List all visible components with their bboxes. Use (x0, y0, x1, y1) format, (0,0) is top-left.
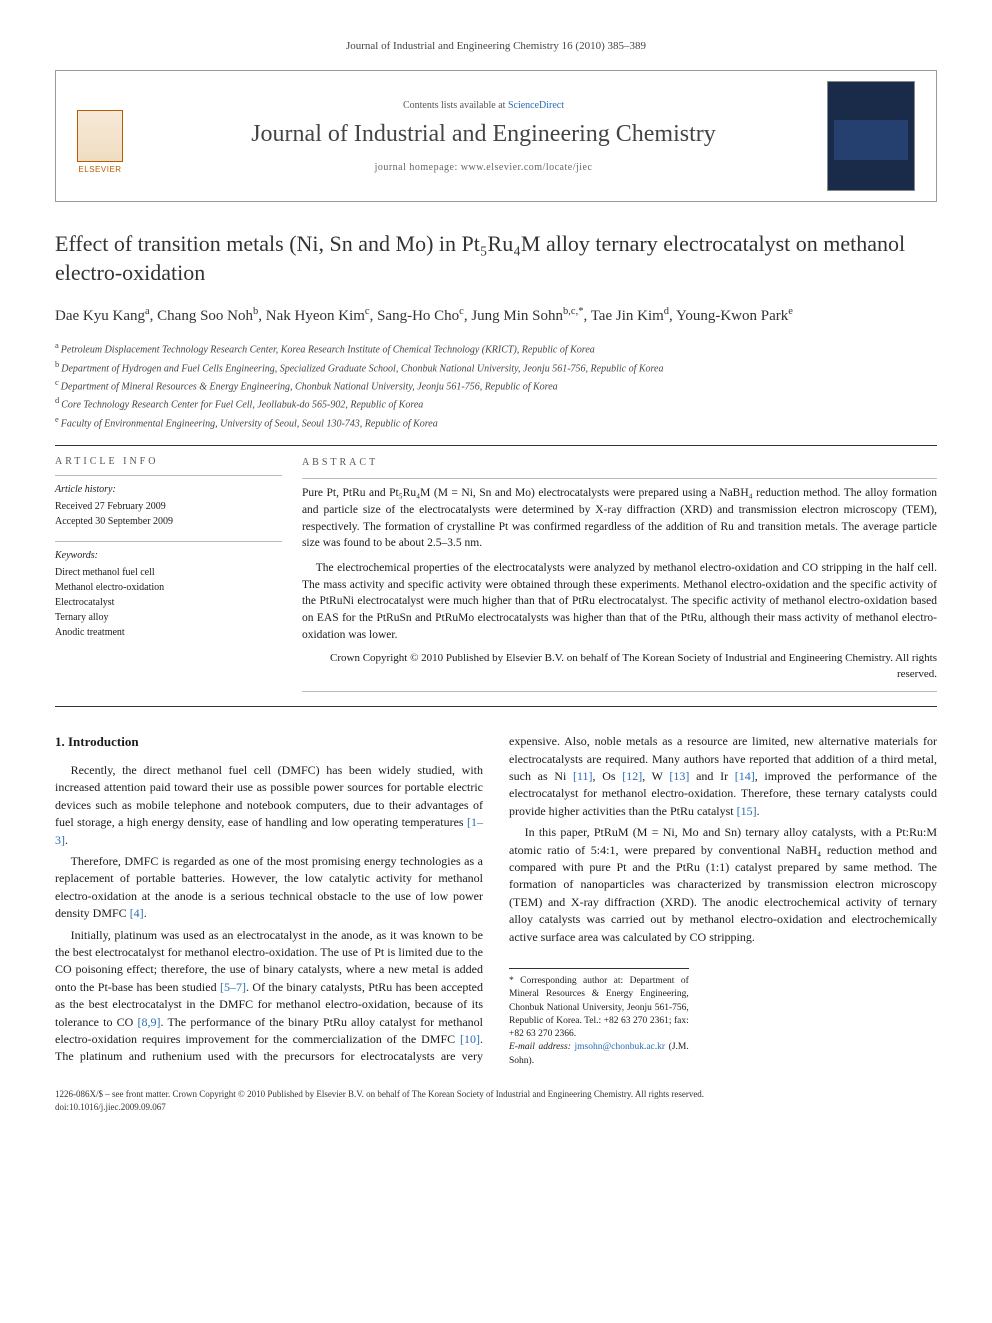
citation-link[interactable]: [5–7] (220, 980, 246, 994)
publisher-logo-block: ELSEVIER (70, 99, 140, 174)
abstract-head: ABSTRACT (302, 450, 937, 471)
footer-doi: doi:10.1016/j.jiec.2009.09.067 (55, 1101, 937, 1114)
footer-copyright: 1226-086X/$ – see front matter. Crown Co… (55, 1088, 937, 1101)
keyword: Methanol electro-oxidation (55, 580, 282, 595)
citation-link[interactable]: [15] (737, 804, 757, 818)
author: Chang Soo Nohb (157, 308, 258, 324)
author: Sang-Ho Choc (377, 308, 464, 324)
body-text: and Ir (689, 769, 734, 783)
citation-link[interactable]: [4] (130, 906, 144, 920)
affiliation-list: aPetroleum Displacement Technology Resea… (55, 339, 937, 431)
cover-image-icon (827, 81, 915, 191)
affiliation: aPetroleum Displacement Technology Resea… (55, 339, 937, 357)
citation-link[interactable]: [8,9] (138, 1015, 161, 1029)
divider (55, 445, 937, 446)
elsevier-logo: ELSEVIER (70, 99, 130, 174)
keywords-list: Direct methanol fuel cellMethanol electr… (55, 565, 282, 640)
accepted-date: Accepted 30 September 2009 (55, 514, 282, 529)
keyword: Ternary alloy (55, 610, 282, 625)
affiliation: cDepartment of Mineral Resources & Energ… (55, 376, 937, 394)
author: Tae Jin Kimd (591, 308, 669, 324)
contents-prefix: Contents lists available at (403, 100, 508, 111)
homepage-url[interactable]: www.elsevier.com/locate/jiec (461, 162, 593, 173)
keyword: Direct methanol fuel cell (55, 565, 282, 580)
author: Nak Hyeon Kimc (266, 308, 370, 324)
citation-link[interactable]: [10] (460, 1032, 480, 1046)
body-two-column: 1. Introduction Recently, the direct met… (55, 733, 937, 1068)
article-info-head: ARTICLE INFO (55, 450, 282, 467)
corr-text: * Corresponding author at: Department of… (509, 975, 689, 1041)
divider (55, 706, 937, 707)
article-title: Effect of transition metals (Ni, Sn and … (55, 230, 937, 287)
citation-link[interactable]: [13] (669, 769, 689, 783)
contents-available-line: Contents lists available at ScienceDirec… (150, 100, 817, 111)
body-text: . (144, 906, 147, 920)
article-info-column: ARTICLE INFO Article history: Received 2… (55, 450, 302, 692)
author: Jung Min Sohnb,c,* (471, 308, 583, 324)
abstract-copyright: Crown Copyright © 2010 Published by Else… (302, 651, 937, 683)
author: Dae Kyu Kanga (55, 308, 150, 324)
section-heading: 1. Introduction (55, 733, 483, 752)
citation-link[interactable]: [14] (735, 769, 755, 783)
affiliation: dCore Technology Research Center for Fue… (55, 394, 937, 412)
body-text: , W (642, 769, 669, 783)
journal-header-box: ELSEVIER Contents lists available at Sci… (55, 70, 937, 202)
abstract-p2: The electrochemical properties of the el… (302, 560, 937, 643)
body-paragraph: In this paper, PtRuM (M = Ni, Mo and Sn)… (509, 824, 937, 946)
journal-homepage-line: journal homepage: www.elsevier.com/locat… (150, 162, 817, 173)
author: Young-Kwon Parke (676, 308, 793, 324)
publisher-name: ELSEVIER (78, 165, 121, 174)
journal-cover-thumb (827, 81, 922, 191)
page-footer: 1226-086X/$ – see front matter. Crown Co… (55, 1088, 937, 1113)
email-label: E-mail address: (509, 1042, 575, 1052)
received-date: Received 27 February 2009 (55, 499, 282, 514)
history-title: Article history: (55, 482, 282, 497)
body-text: , Os (593, 769, 623, 783)
corresponding-author-footnote: * Corresponding author at: Department of… (509, 968, 689, 1068)
author-list: Dae Kyu Kanga, Chang Soo Nohb, Nak Hyeon… (55, 305, 937, 327)
citation-link[interactable]: [11] (573, 769, 593, 783)
abstract-p1: Pure Pt, PtRu and Pt₅Ru₄M (M = Ni, Sn an… (302, 485, 937, 552)
running-head: Journal of Industrial and Engineering Ch… (55, 40, 937, 52)
body-text: Recently, the direct methanol fuel cell … (55, 763, 483, 829)
citation-link[interactable]: [12] (622, 769, 642, 783)
homepage-prefix: journal homepage: (375, 162, 461, 173)
keyword: Electrocatalyst (55, 595, 282, 610)
abstract-column: ABSTRACT Pure Pt, PtRu and Pt₅Ru₄M (M = … (302, 450, 937, 692)
body-paragraph: Therefore, DMFC is regarded as one of th… (55, 853, 483, 923)
body-text: . (757, 804, 760, 818)
body-paragraph: Recently, the direct methanol fuel cell … (55, 762, 483, 849)
corr-email-link[interactable]: jmsohn@chonbuk.ac.kr (575, 1042, 666, 1052)
body-text: . (65, 833, 68, 847)
keyword: Anodic treatment (55, 625, 282, 640)
affiliation: eFaculty of Environmental Engineering, U… (55, 413, 937, 431)
journal-name: Journal of Industrial and Engineering Ch… (150, 121, 817, 148)
body-text: Therefore, DMFC is regarded as one of th… (55, 854, 483, 920)
affiliation: bDepartment of Hydrogen and Fuel Cells E… (55, 358, 937, 376)
elsevier-tree-icon (77, 110, 123, 162)
keywords-title: Keywords: (55, 548, 282, 563)
sciencedirect-link[interactable]: ScienceDirect (508, 100, 564, 111)
divider (302, 691, 937, 692)
